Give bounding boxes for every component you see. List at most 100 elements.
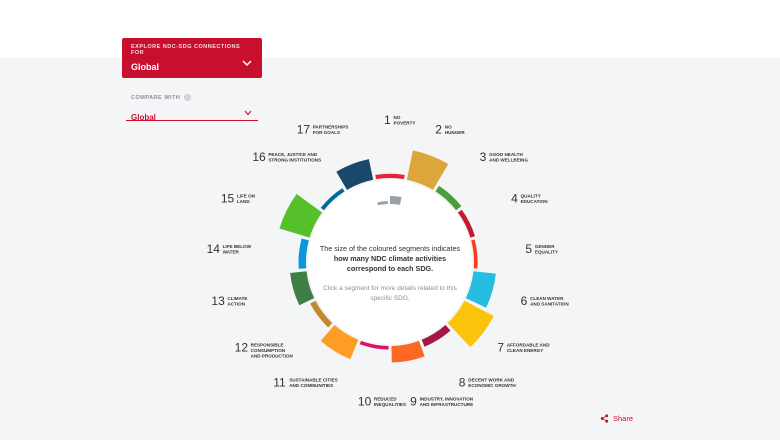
center-main-bold: how many NDC climate activities correspo… [333, 254, 447, 273]
sdg-label-text: REDUCED [374, 397, 397, 402]
sdg-segment-fill-4 [457, 209, 475, 238]
sdg-segment-fill-2 [406, 150, 449, 190]
sdg-segment-15[interactable] [279, 194, 323, 238]
sdg-label-text: PARTNERSHIPS [313, 125, 349, 130]
share-icon [600, 414, 609, 423]
compare-value: Global [131, 113, 156, 122]
sdg-segment-fill-7 [447, 300, 494, 348]
explore-location-dropdown[interactable]: EXPLORE NDC-SDG CONNECTIONS FOR Global [122, 38, 262, 78]
sdg-segment-fill-12 [310, 300, 333, 328]
sdg-segment-fill-1 [375, 173, 405, 180]
sdg-segment-2[interactable] [406, 150, 449, 190]
sdg-segment-7[interactable] [447, 300, 494, 348]
sdg-label-text: WATER [223, 249, 240, 254]
sdg-segment-13[interactable] [290, 271, 315, 306]
sdg-number: 11 [273, 376, 286, 390]
compare-select[interactable]: Global [126, 107, 258, 122]
compare-with: COMPARE WITH Global [126, 93, 258, 122]
sdg-segment-16[interactable] [320, 188, 345, 211]
sdg-segment-14[interactable] [298, 238, 309, 269]
sdg-label-text: RESPONSIBLE [251, 343, 284, 348]
sdg-segment-fill-13 [290, 271, 315, 306]
sdg-label-text: DECENT WORK AND [468, 378, 514, 383]
sdg-segment-3[interactable] [435, 185, 462, 211]
sdg-segment-fill-3 [435, 185, 462, 211]
sdg-number: 6 [521, 294, 528, 308]
chevron-down-icon [244, 110, 252, 116]
sdg-segment-1[interactable] [375, 173, 405, 180]
explore-label: EXPLORE NDC-SDG CONNECTIONS FOR [131, 44, 241, 56]
sdg-label-text: PEACE, JUSTICE AND [268, 152, 318, 157]
center-sub-text: Click a segment for more details related… [323, 285, 457, 302]
sdg-label-text: AFFORDABLE AND [507, 343, 550, 348]
chevron-down-icon [242, 60, 252, 67]
sdg-label-text: STRONG INSTITUTIONS [268, 157, 321, 162]
sdg-label-text: POVERTY [394, 120, 416, 125]
sdg-number: 17 [297, 123, 311, 137]
share-button[interactable]: Share [600, 414, 633, 423]
sdg-number: 14 [207, 242, 221, 256]
sdg-label-text: NO [445, 125, 452, 130]
sdg-segment-fill-14 [298, 238, 309, 269]
sdg-number: 4 [511, 192, 518, 206]
sdg-segment-17[interactable] [336, 159, 374, 190]
sdg-segment-fill-16 [320, 188, 345, 211]
sdg-label-text: EQUALITY [535, 249, 558, 254]
sdg-segment-11[interactable] [320, 325, 359, 360]
sdg-label-text: INDUSTRY, INNOVATION [420, 397, 474, 402]
sdg-number: 3 [480, 150, 487, 164]
sdg-number: 2 [435, 123, 442, 137]
sdg-label-text: AND COMMUNITIES [289, 383, 333, 388]
sdg-segment-4[interactable] [457, 209, 475, 238]
sdg-number: 13 [211, 294, 225, 308]
sdg-segment-10[interactable] [359, 340, 389, 350]
compare-label-row: COMPARE WITH [126, 93, 258, 102]
sdg-label-text: GENDER [535, 244, 555, 249]
sdg-segment-9[interactable] [391, 340, 425, 363]
sdg-segment-fill-5 [471, 239, 478, 269]
center-explanation: The size of the coloured segments indica… [318, 244, 462, 303]
sdg-label-text: FOR GOALS [313, 130, 340, 135]
sdg-segment-5[interactable] [471, 239, 478, 269]
sdg-number: 8 [459, 376, 466, 390]
sdg-segment-12[interactable] [310, 300, 333, 328]
sdg-label-text: QUALITY [521, 194, 541, 199]
top-band [0, 0, 780, 58]
center-disc [308, 180, 472, 344]
sdg-segment-8[interactable] [421, 325, 451, 347]
sdg-segment-fill-17 [336, 159, 374, 190]
sdg-label-text: LAND [237, 199, 250, 204]
size-legend-icon [377, 196, 402, 206]
sdg-label-text: CLEAN WATER [530, 296, 564, 301]
sdg-label-text: SUSTAINABLE CITIES [289, 378, 337, 383]
sdg-segment-fill-6 [465, 271, 496, 308]
sdg-segment-fill-8 [421, 325, 451, 347]
sdg-number: 7 [497, 341, 504, 355]
sdg-label-text: NO [394, 115, 401, 120]
sdg-label-text: LIFE BELOW [223, 244, 252, 249]
sdg-number: 12 [235, 341, 249, 355]
sdg-label-text: AND PRODUCTION [251, 353, 294, 358]
sdg-label-text: AND WELLBEING [489, 157, 528, 162]
sdg-segment-6[interactable] [465, 271, 496, 308]
sdg-label-text: HUNGER [445, 130, 466, 135]
sdg-number: 9 [410, 395, 417, 409]
